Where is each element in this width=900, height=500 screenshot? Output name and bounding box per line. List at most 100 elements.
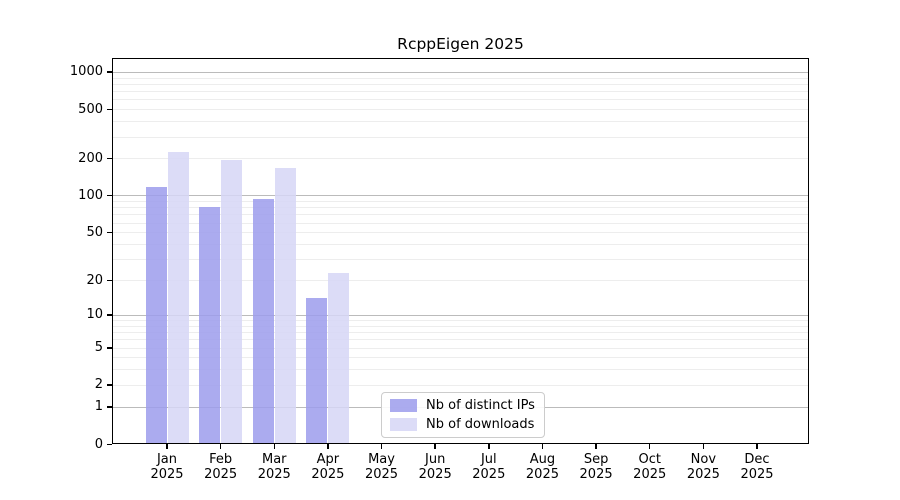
x-tick-label: Sep 2025 [566, 452, 626, 482]
y-tick-label: 2 [94, 377, 103, 393]
gridline-minor [113, 158, 808, 160]
x-tick-label: Mar 2025 [244, 452, 304, 482]
x-tick-month: Dec [744, 452, 770, 467]
bar-downloads [328, 272, 350, 444]
gridline-minor [113, 201, 808, 203]
gridline-minor [113, 369, 808, 371]
x-tick-label: Nov 2025 [673, 452, 733, 482]
x-tick-year: 2025 [204, 467, 238, 482]
legend-entry-downloads: Nb of downloads [390, 417, 536, 432]
x-tick-label: Aug 2025 [512, 452, 572, 482]
x-tick-mark [327, 443, 329, 449]
x-tick-mark [541, 443, 544, 449]
x-tick-month: Aug [529, 452, 556, 467]
gridline-minor [113, 244, 808, 245]
x-tick-month: Apr [316, 452, 340, 467]
gridline-minor [113, 121, 808, 123]
bar-distinct-ips [306, 298, 328, 444]
legend-label-distinct-ips: Nb of distinct IPs [426, 398, 535, 413]
y-tick-mark [106, 279, 112, 282]
y-tick-label: 1000 [69, 64, 103, 80]
gridline-minor [113, 259, 808, 261]
x-tick-mark [380, 443, 383, 449]
x-tick-month: Nov [690, 452, 717, 467]
y-tick-mark [106, 406, 112, 408]
y-tick-label: 100 [78, 187, 103, 203]
x-tick-label: Jul 2025 [459, 452, 519, 482]
x-tick-mark [648, 443, 651, 449]
x-tick-mark [488, 443, 490, 449]
gridline-minor [113, 222, 808, 224]
legend-swatch-distinct-ips [390, 399, 417, 412]
x-tick-label: Feb 2025 [191, 452, 251, 482]
x-tick-mark [273, 443, 276, 449]
x-tick-mark [702, 443, 705, 449]
y-tick-mark [106, 108, 112, 111]
x-tick-month: Oct [638, 452, 661, 467]
x-tick-label: May 2025 [352, 452, 412, 482]
legend-label-downloads: Nb of downloads [426, 417, 535, 432]
x-tick-year: 2025 [311, 467, 345, 482]
gridline-minor [113, 325, 808, 327]
y-tick-label: 5 [94, 340, 103, 355]
bar-downloads [167, 152, 189, 444]
x-tick-year: 2025 [579, 467, 613, 482]
x-tick-month: Jan [156, 452, 178, 467]
bar-distinct-ips [252, 198, 274, 444]
gridline-minor [113, 332, 808, 334]
x-tick-year: 2025 [472, 467, 506, 482]
chart-title: RcppEigen 2025 [397, 35, 524, 53]
gridline-minor [113, 232, 808, 234]
x-tick-year: 2025 [418, 467, 452, 482]
y-tick-label: 20 [86, 272, 103, 288]
y-tick-label: 0 [94, 436, 103, 452]
x-tick-year: 2025 [633, 467, 667, 482]
x-tick-label: Oct 2025 [620, 452, 680, 482]
gridline-major [113, 71, 808, 73]
legend-entry-distinct-ips: Nb of distinct IPs [390, 398, 536, 413]
gridline-major [113, 195, 808, 197]
y-tick-mark [106, 314, 112, 316]
x-tick-month: Mar [262, 452, 287, 467]
bar-downloads [221, 160, 243, 444]
x-tick-month: Feb [209, 452, 233, 467]
legend: Nb of distinct IPs Nb of downloads [381, 392, 545, 438]
x-tick-label: Jun 2025 [405, 452, 465, 482]
bar-downloads [274, 168, 296, 444]
x-tick-label: Jan 2025 [137, 452, 197, 482]
x-tick-mark [595, 443, 597, 449]
gridline-minor [113, 109, 808, 111]
x-tick-year: 2025 [364, 467, 399, 482]
gridline-minor [113, 280, 808, 282]
y-tick-mark [106, 71, 112, 73]
x-tick-month: Jun [425, 452, 446, 467]
y-tick-mark [106, 231, 112, 234]
gridline-minor [113, 91, 808, 93]
legend-swatch-downloads [390, 418, 417, 431]
x-tick-year: 2025 [686, 467, 720, 482]
gridline-major [113, 314, 808, 316]
y-tick-mark [106, 443, 112, 445]
y-tick-label: 200 [78, 150, 103, 166]
x-tick-year: 2025 [150, 467, 184, 482]
x-tick-year: 2025 [525, 467, 559, 482]
gridline-minor [113, 339, 808, 341]
x-tick-year: 2025 [740, 467, 774, 482]
y-tick-label: 50 [86, 224, 103, 240]
bar-distinct-ips [145, 186, 167, 444]
gridline-minor [113, 214, 808, 216]
gridline-minor [113, 384, 808, 386]
x-tick-mark [219, 443, 222, 449]
gridline-minor [113, 99, 808, 101]
gridline-minor [113, 357, 808, 359]
y-tick-label: 500 [78, 101, 103, 117]
x-tick-month: Jul [480, 452, 497, 467]
y-tick-mark [106, 384, 112, 386]
y-tick-label: 1 [94, 399, 103, 415]
gridline-minor [113, 83, 808, 85]
bar-distinct-ips [199, 207, 221, 444]
gridline-minor [113, 77, 808, 79]
x-tick-month: Sep [583, 452, 609, 467]
gridline-minor [113, 207, 808, 209]
